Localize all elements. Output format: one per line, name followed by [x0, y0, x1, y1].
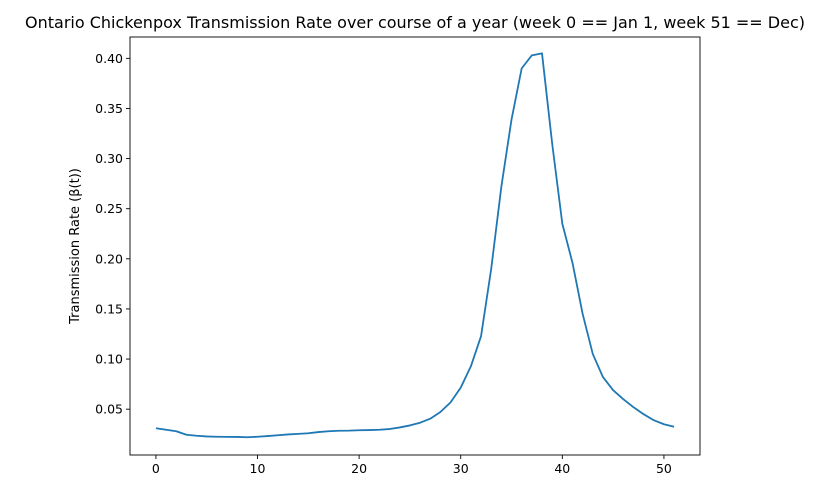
y-axis-label: Transmission Rate (β(t))	[68, 168, 83, 325]
y-tick-label: 0.40	[95, 51, 123, 66]
y-tick-label: 0.30	[95, 151, 123, 166]
x-tick-label: 0	[152, 461, 160, 476]
x-tick-label: 50	[656, 461, 672, 476]
x-tick-label: 20	[351, 461, 367, 476]
y-tick-label: 0.15	[95, 301, 123, 316]
y-tick-label: 0.05	[95, 402, 123, 417]
y-axis: 0.05 0.10 0.15 0.20 0.25 0.30 0.35 0.40	[95, 51, 130, 417]
y-tick-label: 0.35	[95, 101, 123, 116]
y-tick-label: 0.10	[95, 352, 123, 367]
y-tick-label: 0.25	[95, 201, 123, 216]
series-group	[155, 52, 675, 439]
x-axis: 0 10 20 30 40 50	[152, 455, 672, 476]
x-tick-label: 40	[554, 461, 570, 476]
plot-area-frame	[129, 36, 701, 456]
y-tick-label: 0.20	[95, 251, 123, 266]
chart-title: Ontario Chickenpox Transmission Rate ove…	[25, 13, 805, 32]
x-tick-label: 10	[250, 461, 266, 476]
x-tick-label: 30	[453, 461, 469, 476]
series-line	[155, 52, 675, 439]
